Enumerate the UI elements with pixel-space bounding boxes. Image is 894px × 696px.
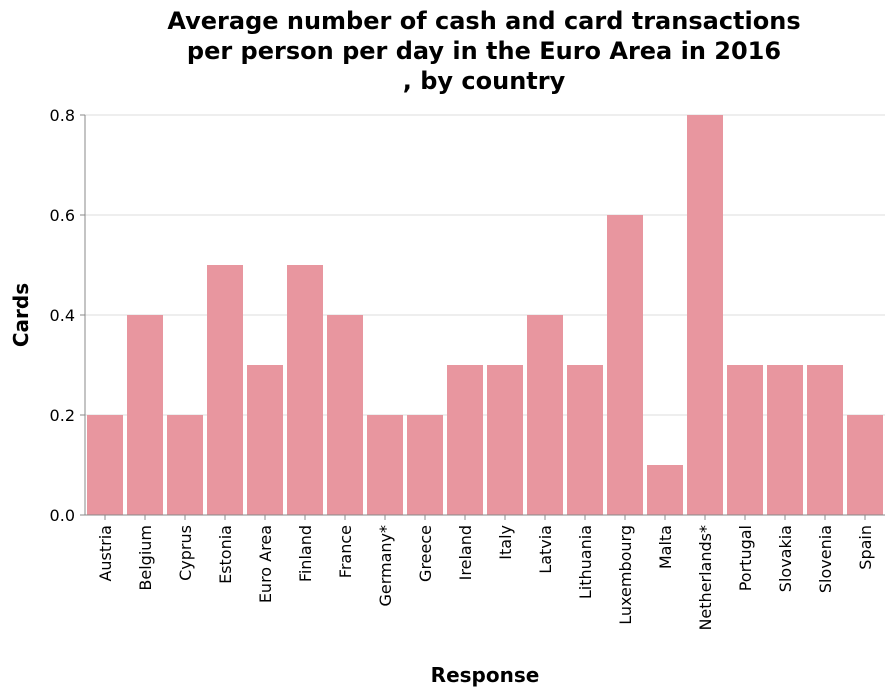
bar-slovakia	[767, 365, 803, 515]
bar-slovenia	[807, 365, 843, 515]
x-tick-label: Netherlands*	[696, 525, 715, 631]
x-tick-label: Lithuania	[576, 525, 595, 599]
x-tick-label: Cyprus	[176, 525, 195, 581]
x-tick-label: Estonia	[216, 525, 235, 584]
y-axis-ticks: 0.0 0.2 0.4 0.6 0.8	[50, 106, 85, 525]
x-tick-label: Germany*	[376, 525, 395, 607]
x-axis-title: Response	[431, 663, 540, 687]
bars	[87, 115, 883, 515]
bar-italy	[487, 365, 523, 515]
y-tick-label: 0.8	[50, 106, 75, 125]
gridlines	[85, 114, 885, 516]
x-tick-label: Slovenia	[816, 525, 835, 593]
chart-title-line-1: Average number of cash and card transact…	[167, 7, 800, 35]
x-tick-label: Finland	[296, 525, 315, 582]
bar-germany	[367, 415, 403, 515]
bar-spain	[847, 415, 883, 515]
bar-latvia	[527, 315, 563, 515]
x-tick-label: Slovakia	[776, 525, 795, 592]
y-tick-label: 0.4	[50, 306, 75, 325]
x-axis-ticks: Austria Belgium Cyprus Estonia Euro Area Finl…	[96, 515, 875, 631]
bar-lithuania	[567, 365, 603, 515]
bar-cyprus	[167, 415, 203, 515]
bar-france	[327, 315, 363, 515]
x-tick-label: Luxembourg	[616, 525, 635, 625]
x-tick-label: Latvia	[536, 525, 555, 574]
bar-ireland	[447, 365, 483, 515]
bar-euro-area	[247, 365, 283, 515]
bar-belgium	[127, 315, 163, 515]
x-tick-label: Belgium	[136, 525, 155, 591]
x-tick-label: Spain	[856, 525, 875, 570]
bar-netherlands	[687, 115, 723, 515]
y-tick-label: 0.2	[50, 406, 75, 425]
y-tick-label: 0.0	[50, 506, 75, 525]
x-tick-label: Malta	[656, 525, 675, 569]
bar-luxembourg	[607, 215, 643, 515]
chart-title-line-2: per person per day in the Euro Area in 2…	[187, 37, 781, 65]
bar-austria	[87, 415, 123, 515]
bar-portugal	[727, 365, 763, 515]
y-axis-title: Cards	[9, 283, 33, 347]
x-tick-label: Portugal	[736, 525, 755, 591]
x-tick-label: Euro Area	[256, 525, 275, 603]
bar-estonia	[207, 265, 243, 515]
y-tick-label: 0.6	[50, 206, 75, 225]
x-tick-label: Italy	[496, 525, 515, 560]
x-tick-label: France	[336, 525, 355, 578]
bar-finland	[287, 265, 323, 515]
bar-malta	[647, 465, 683, 515]
chart-title-line-3: , by country	[403, 67, 566, 95]
x-tick-label: Ireland	[456, 525, 475, 580]
x-tick-label: Greece	[416, 525, 435, 582]
x-tick-label: Austria	[96, 525, 115, 582]
bar-greece	[407, 415, 443, 515]
